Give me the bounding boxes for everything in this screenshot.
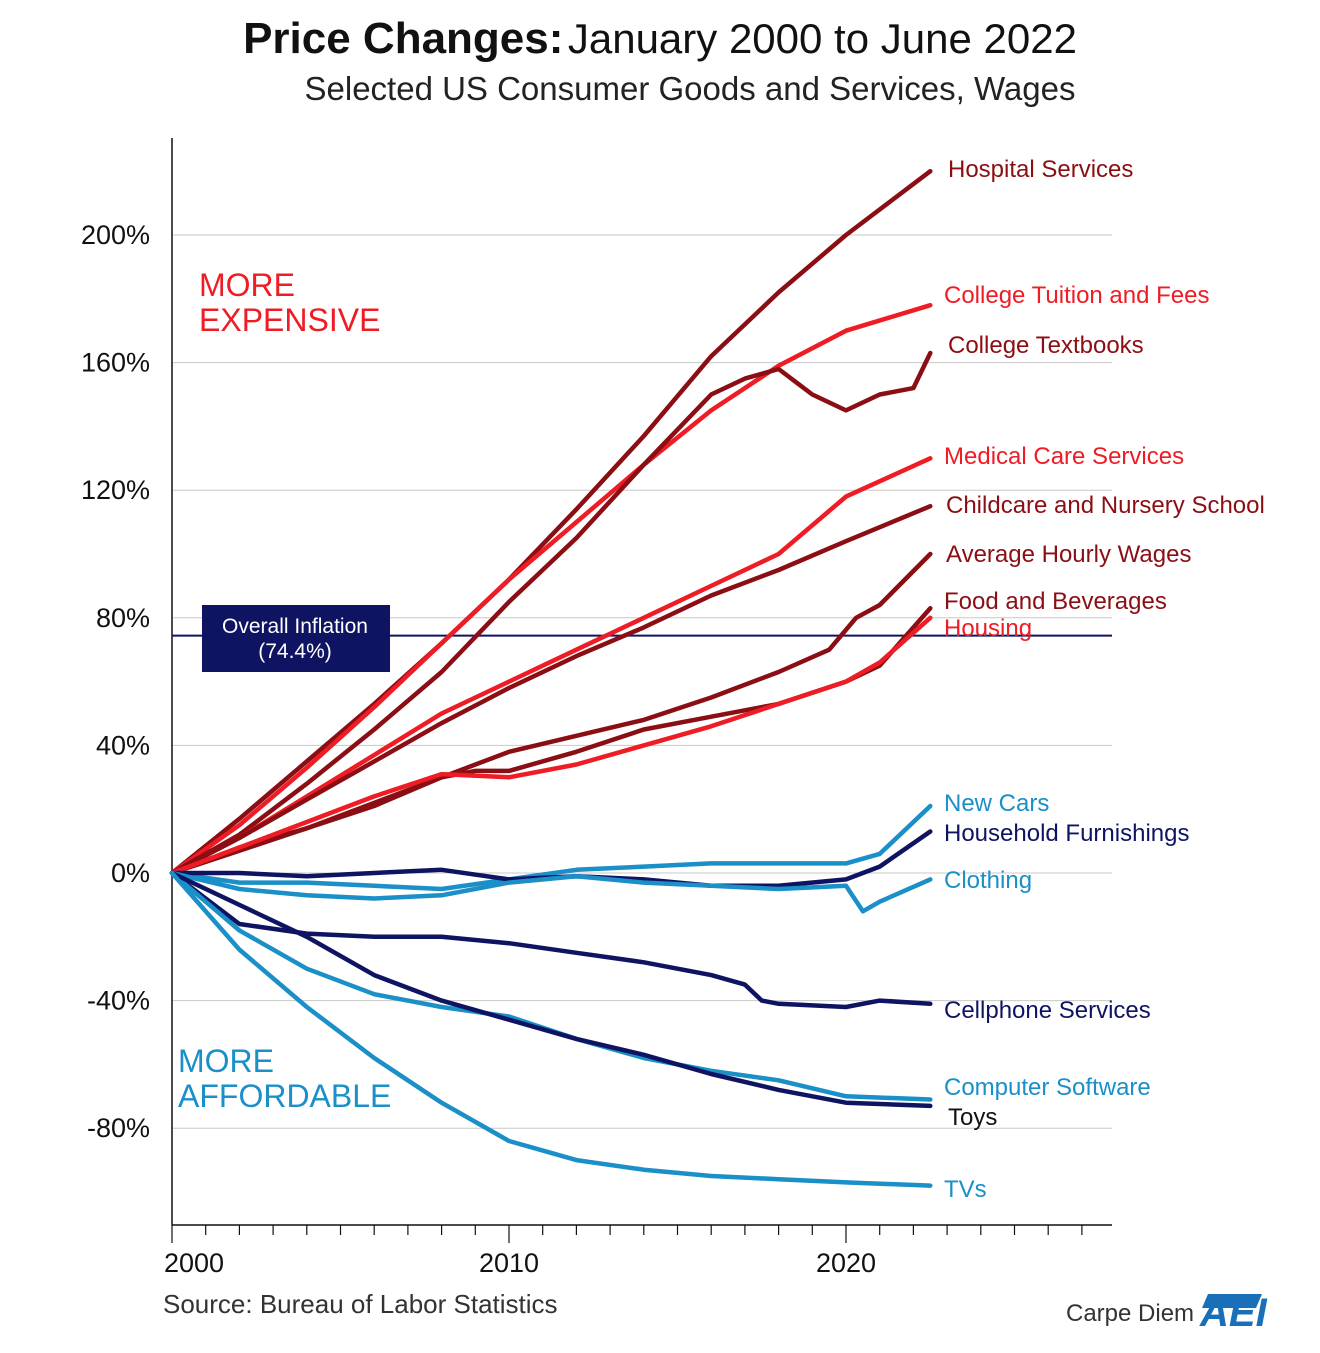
series-label: TVs <box>944 1176 987 1203</box>
series-line <box>169 456 933 876</box>
series-line <box>169 870 933 1188</box>
series-label: Clothing <box>944 867 1032 894</box>
series-label: Household Furnishings <box>944 820 1189 847</box>
axes: -80% -40% 0% 40% 80% 120% 160% 200% 2000 2010 2020 <box>81 138 1112 1278</box>
title-bold: Price Changes: <box>243 14 564 63</box>
series-labels: Hospital Services College Tuition and Fee… <box>944 156 1265 1203</box>
more-affordable-label: MORE <box>178 1043 274 1079</box>
series-label: Computer Software <box>944 1074 1151 1101</box>
series-label: New Cars <box>944 790 1049 817</box>
more-affordable-label: AFFORDABLE <box>178 1078 391 1114</box>
footer: Source: Bureau of Labor Statistics Carpe … <box>163 1289 1268 1335</box>
y-tick-label: -40% <box>87 986 150 1016</box>
series-label: Toys <box>948 1104 997 1131</box>
y-tick-label: 80% <box>96 603 150 633</box>
series-line <box>169 870 933 1109</box>
reference-line-group: Overall Inflation(74.4%) <box>172 605 1112 672</box>
y-tick-label: 160% <box>81 348 150 378</box>
more-expensive-label: EXPENSIVE <box>199 302 380 338</box>
series-line <box>169 168 933 876</box>
more-expensive-label: MORE <box>199 267 295 303</box>
overall-inflation-label: Overall Inflation <box>222 615 368 638</box>
source-note: Source: Bureau of Labor Statistics <box>163 1289 558 1319</box>
overall-inflation-box <box>202 605 390 672</box>
series-line <box>169 803 933 892</box>
gridlines <box>172 234 1112 1129</box>
series-line <box>169 615 933 876</box>
series-label: College Textbooks <box>948 332 1144 359</box>
overall-inflation-value: (74.4%) <box>258 640 332 663</box>
chart-subtitle: Selected US Consumer Goods and Services,… <box>304 70 1076 107</box>
series-line <box>169 302 933 876</box>
series-label: College Tuition and Fees <box>944 282 1210 309</box>
series-label: Medical Care Services <box>944 443 1184 470</box>
series-label: Hospital Services <box>948 156 1133 183</box>
chart-title: Price Changes: January 2000 to June 2022 <box>0 14 1320 64</box>
y-tick-label: 40% <box>96 730 150 760</box>
series-lines <box>169 168 933 1188</box>
series-label: Housing <box>944 615 1032 642</box>
series-line <box>169 870 933 914</box>
series-label: Average Hourly Wages <box>946 541 1191 568</box>
y-tick-label: -80% <box>87 1113 150 1143</box>
series-label: Cellphone Services <box>944 997 1151 1024</box>
series-line <box>169 551 933 876</box>
y-tick-label: 200% <box>81 220 150 250</box>
series-line <box>169 350 933 876</box>
series-line <box>169 503 933 876</box>
series-label: Food and Beverages <box>944 588 1167 615</box>
y-tick-label: 120% <box>81 475 150 505</box>
x-tick-label: 2010 <box>479 1248 539 1278</box>
brand-label: Carpe Diem <box>1066 1300 1194 1327</box>
x-tick-label: 2000 <box>164 1248 224 1278</box>
logo-swoosh <box>1202 1294 1262 1308</box>
title-rest: January 2000 to June 2022 <box>567 15 1077 62</box>
x-tick-label: 2020 <box>816 1248 876 1278</box>
series-line <box>169 870 933 1010</box>
aei-logo: AEI <box>1199 1291 1268 1335</box>
series-label: Childcare and Nursery School <box>946 492 1265 519</box>
y-tick-label: 0% <box>111 858 150 888</box>
